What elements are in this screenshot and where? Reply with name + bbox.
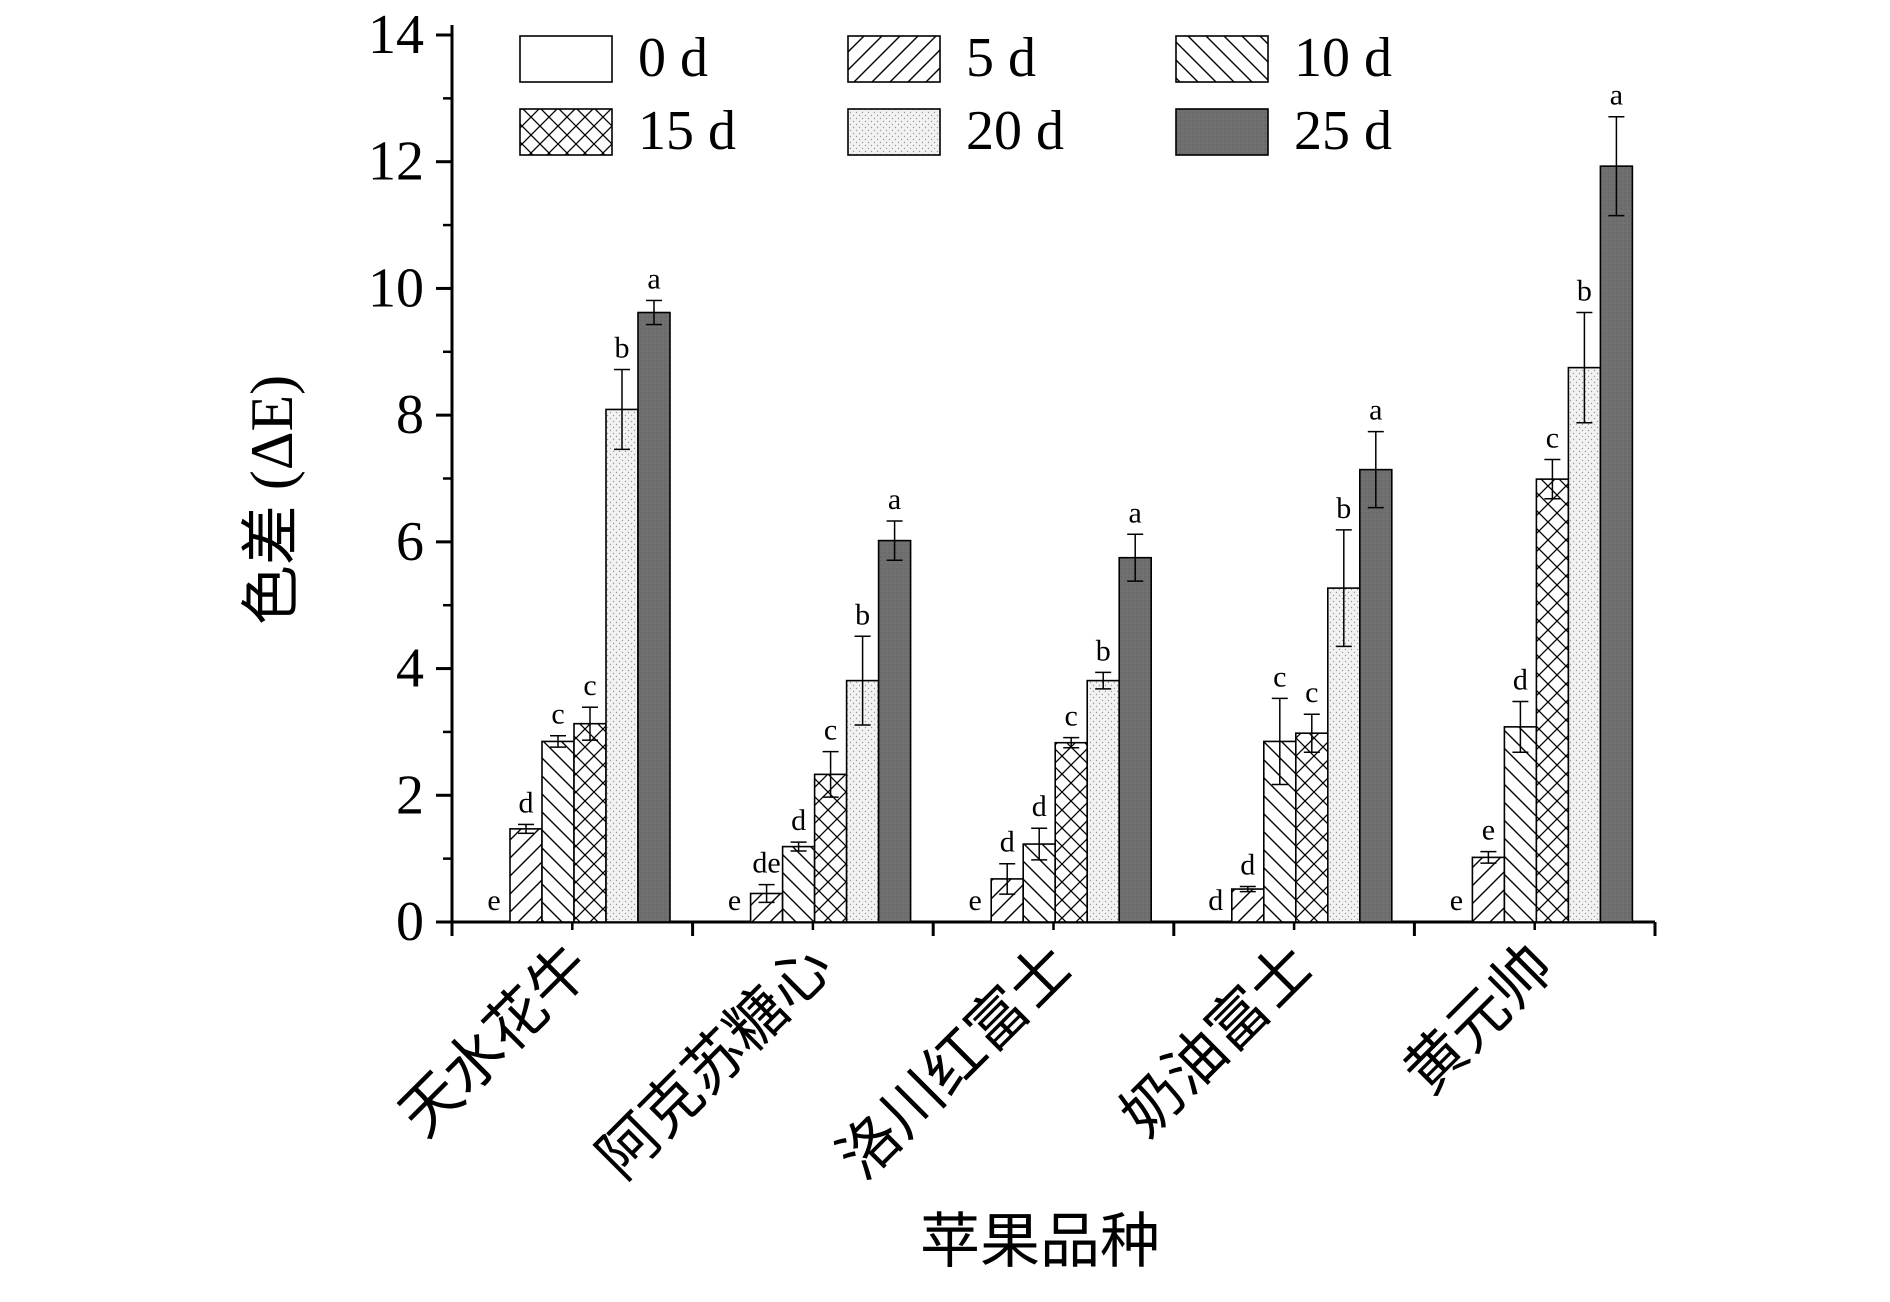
bar [541, 740, 575, 923]
significance-label: d [1240, 849, 1255, 882]
y-tick-label: 10 [368, 257, 424, 319]
bar [509, 828, 543, 923]
significance-label: b [615, 332, 630, 365]
significance-label: d [1032, 790, 1047, 823]
significance-label: b [1096, 634, 1111, 667]
bar [877, 539, 912, 923]
bar [813, 773, 848, 923]
bar [1471, 856, 1506, 923]
category-label: 洛川红富士 [826, 933, 1085, 1192]
significance-label: a [1129, 496, 1142, 529]
significance-label: a [888, 483, 901, 516]
legend-label: 15 d [638, 100, 736, 162]
legend-label: 5 d [966, 27, 1036, 89]
bar [1054, 741, 1088, 923]
significance-label: d [1208, 884, 1223, 917]
significance-label: a [1610, 79, 1623, 112]
legend-label: 20 d [966, 100, 1064, 162]
significance-label: e [487, 884, 500, 917]
legend-swatch [519, 35, 613, 83]
bar [605, 408, 639, 923]
category-label: 奶油富士 [1109, 933, 1325, 1149]
bar [1567, 366, 1602, 923]
x-axis-title: 苹果品种 [920, 1209, 1160, 1275]
y-tick-label: 6 [396, 511, 424, 573]
bar [1599, 165, 1634, 923]
significance-label: c [1273, 660, 1286, 693]
legend-swatch [847, 108, 941, 156]
legend-swatch [847, 35, 941, 83]
significance-label: c [1546, 421, 1559, 454]
y-axis-title: 色差 (ΔE) [239, 375, 305, 625]
significance-label: b [855, 598, 870, 631]
category-label: 阿克苏糖心 [585, 933, 844, 1192]
legend-swatch [1175, 35, 1269, 83]
significance-label: d [1000, 826, 1015, 859]
bar [1295, 732, 1329, 923]
y-tick-label: 8 [396, 384, 424, 446]
legend-label: 0 d [638, 27, 708, 89]
significance-label: e [1482, 814, 1495, 847]
bar [1359, 468, 1393, 923]
legend-swatch [519, 108, 613, 156]
significance-label: b [1336, 492, 1351, 525]
bar [1118, 556, 1152, 923]
significance-label: c [551, 698, 564, 731]
y-tick-label: 0 [396, 891, 424, 953]
significance-label: d [519, 786, 534, 819]
bar [637, 311, 671, 923]
significance-label: d [1513, 664, 1528, 697]
significance-label: c [1065, 700, 1078, 733]
significance-label: a [1369, 394, 1382, 427]
y-tick-label: 12 [368, 131, 424, 193]
y-tick-label: 4 [396, 638, 424, 700]
significance-label: c [583, 669, 596, 702]
category-label: 黄元帅 [1392, 933, 1566, 1107]
significance-label: e [728, 884, 741, 917]
y-tick-label: 14 [368, 4, 424, 66]
significance-label: b [1577, 275, 1592, 308]
legend-label: 25 d [1294, 100, 1392, 162]
bar [1231, 888, 1265, 923]
significance-label: a [647, 262, 660, 295]
legend-label: 10 d [1294, 27, 1392, 89]
significance-label: c [1305, 676, 1318, 709]
bar [781, 845, 816, 923]
bar [573, 722, 607, 923]
significance-label: c [824, 714, 837, 747]
axes: 0 2 4 6 8 10 12 14 [368, 4, 1657, 953]
bar [1086, 679, 1120, 923]
category-label: 天水花牛 [387, 933, 603, 1149]
significance-label: e [969, 884, 982, 917]
significance-label: d [791, 804, 806, 837]
bar [1535, 478, 1570, 923]
significance-label: e [1450, 884, 1463, 917]
legend: 0 d 5 d 10 d 15 d 20 d 25 d [519, 27, 1392, 162]
bar [1503, 726, 1538, 923]
significance-label: de [752, 847, 780, 880]
y-tick-label: 2 [396, 764, 424, 826]
legend-swatch [1175, 108, 1269, 156]
